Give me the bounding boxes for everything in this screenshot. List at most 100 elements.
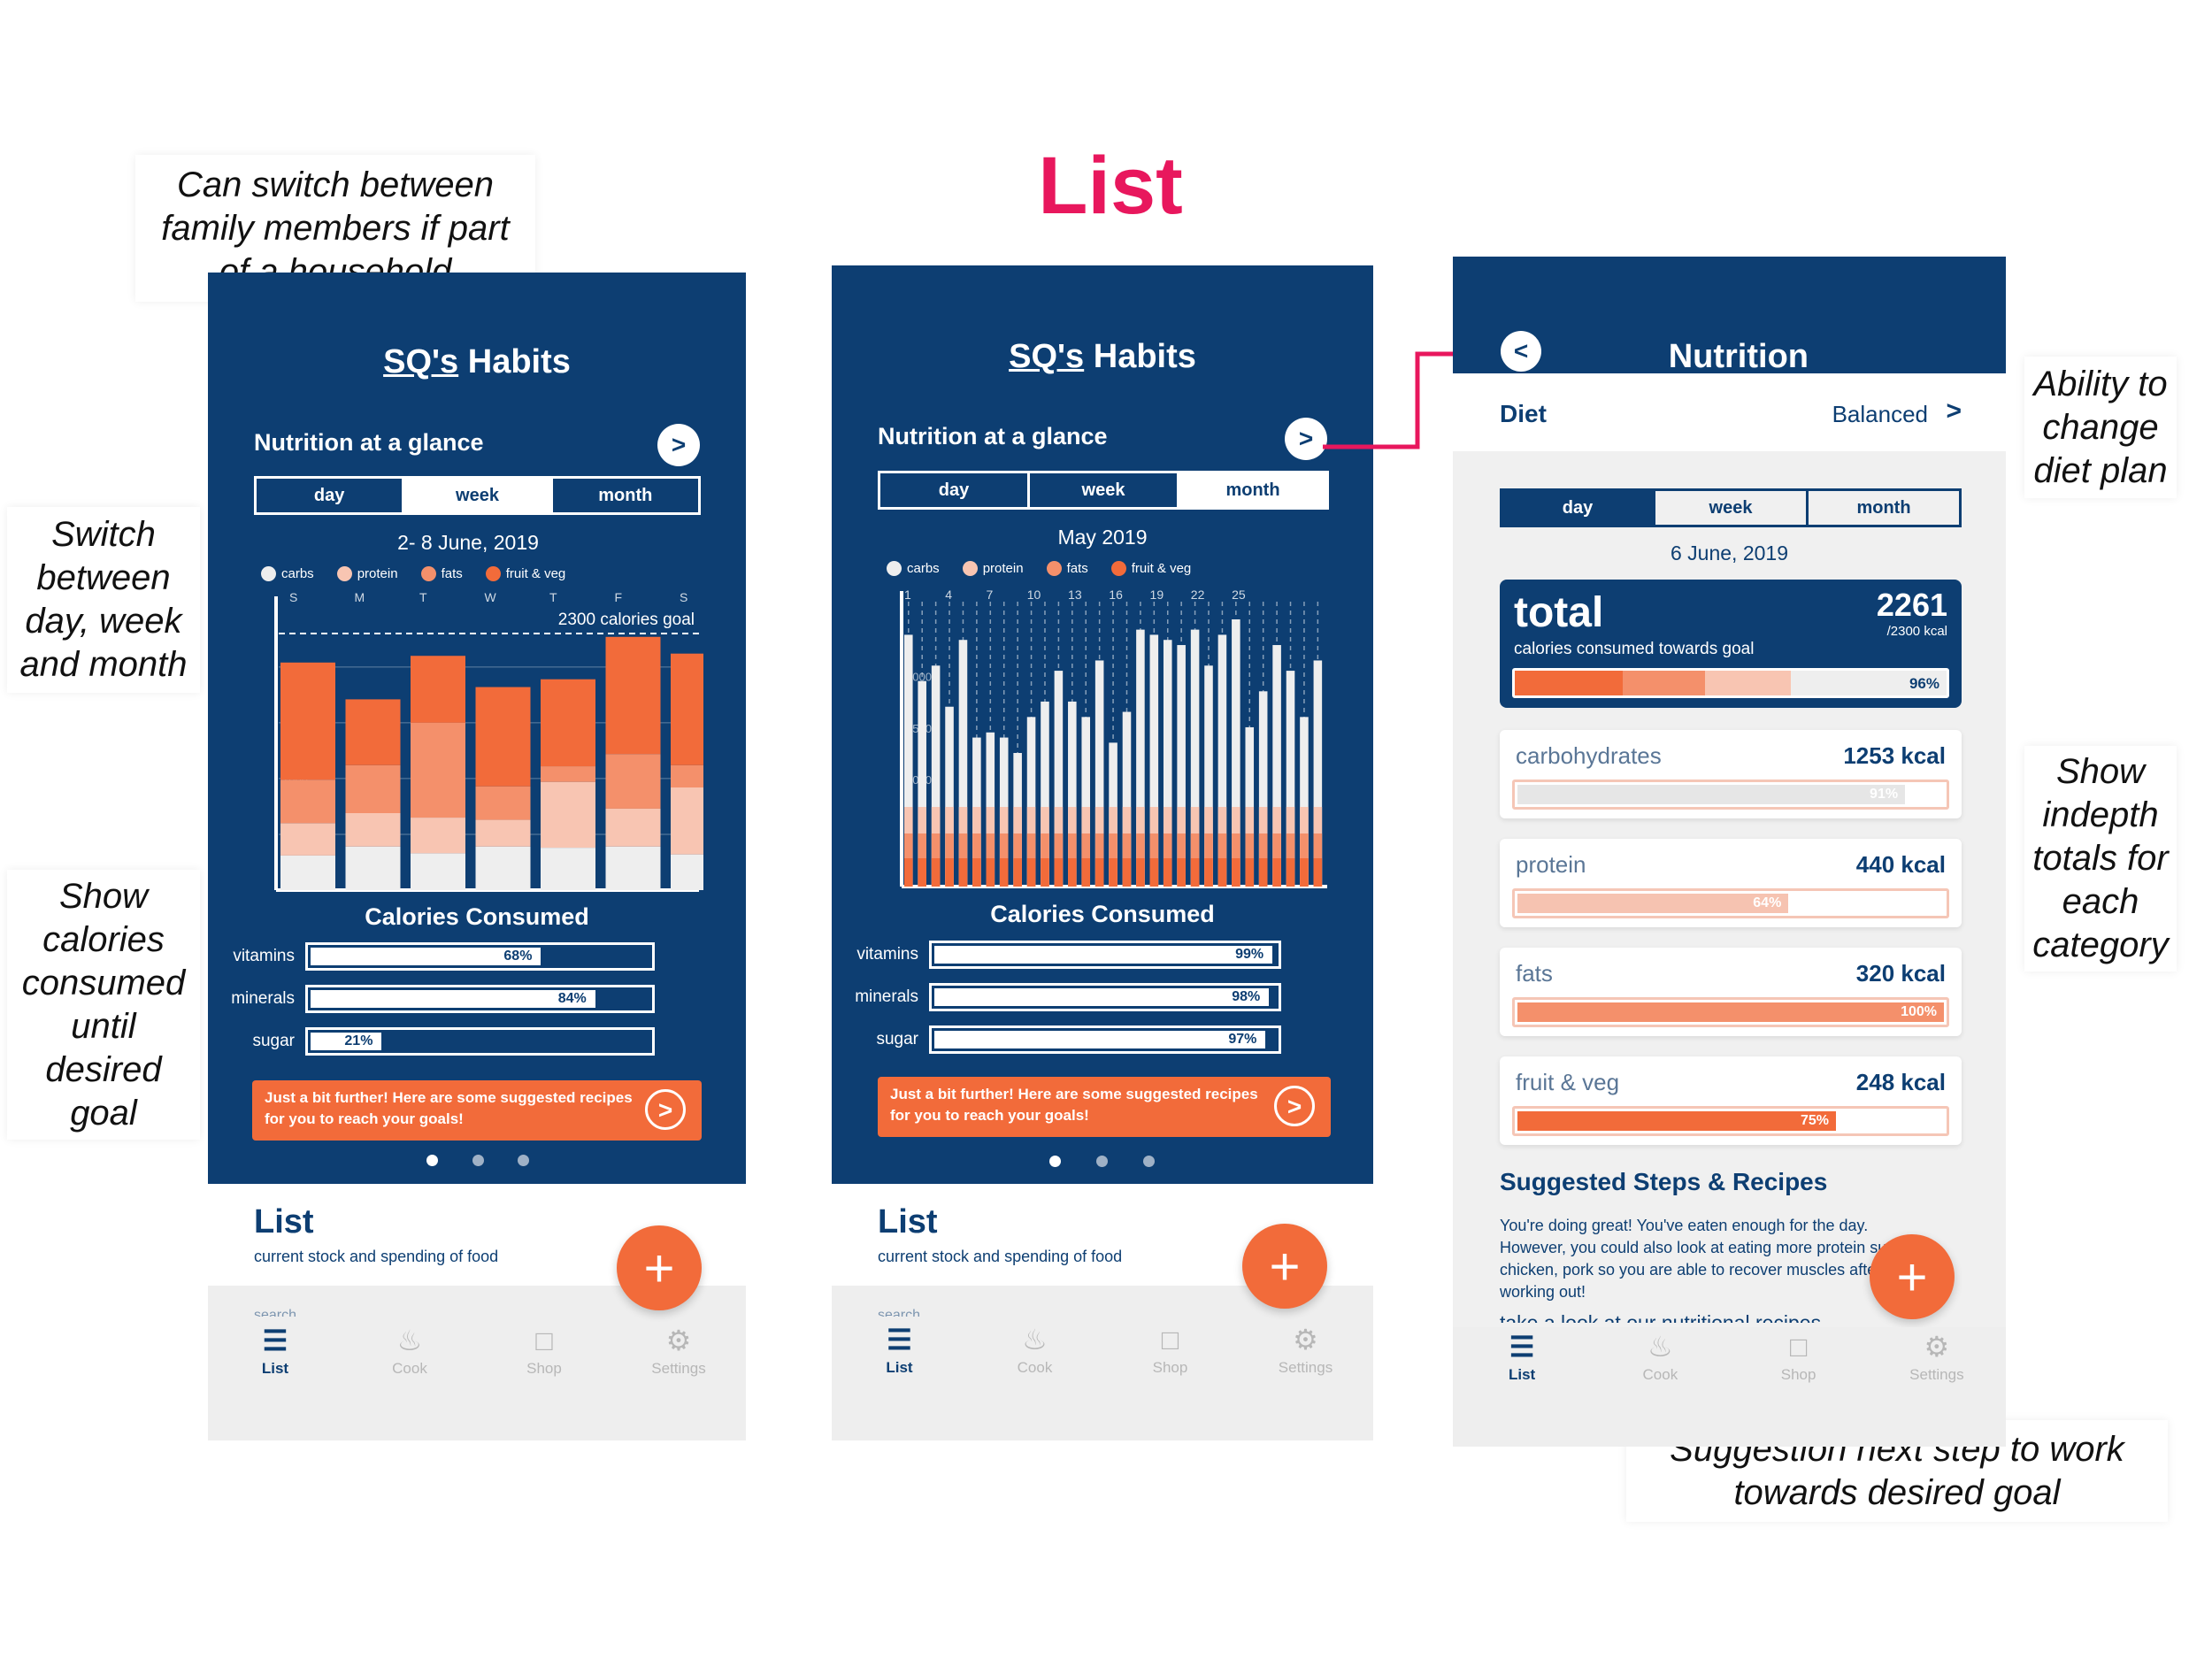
tab-label: Cook [1017,1359,1053,1376]
bottom-tab-bar: ☰ List ♨ Cook □ Shop ⚙ Settings [208,1321,746,1378]
diet-value: Balanced [1832,401,1928,427]
tab-shop[interactable]: □ Shop [477,1321,611,1378]
bar-total [1313,660,1323,887]
x-tick-label: S [289,590,297,604]
bar-fats [475,819,531,847]
diet-row[interactable]: Diet Balanced > [1453,373,2006,451]
category-name: fruit & veg [1516,1069,1620,1095]
page-dot-active[interactable] [1049,1156,1061,1167]
category-value: 1253 kcal [1843,742,1946,769]
chevron-right-icon[interactable]: > [1946,396,1962,426]
search-input[interactable]: search [878,1308,921,1317]
bar-total [1068,701,1077,887]
tab-label: Cook [392,1360,427,1377]
x-tick-label: 22 [1191,588,1205,602]
bar-carbs [671,653,703,765]
bar-carbs [411,656,465,723]
tab-list[interactable]: ☰ List [208,1321,342,1378]
tab-cook[interactable]: ♨ Cook [342,1321,477,1378]
total-subtitle: calories consumed towards goal [1514,640,1755,658]
gear-icon: ⚙ [1924,1331,1950,1363]
range-switch: day week month [1500,488,1962,527]
tab-cook[interactable]: ♨ Cook [967,1320,1102,1377]
habits-title[interactable]: SQ's Habits [383,343,571,380]
bar-fruitveg [1136,858,1145,887]
bar-fruitveg [541,848,595,890]
page-dot-active[interactable] [426,1155,438,1166]
suggest-link[interactable]: take a look at our nutritional recipes [1500,1311,1822,1323]
tab-list[interactable]: ☰ List [1453,1327,1591,1447]
metric-value: 68% [503,949,533,964]
add-button[interactable]: + [617,1225,702,1310]
bar-carbs [280,662,335,780]
chevron-right-icon[interactable]: > [1274,1086,1315,1126]
bar-total [1094,660,1104,887]
bar-fruitveg [1149,858,1159,887]
x-tick-label: T [549,590,557,604]
search-input[interactable]: search [254,1308,297,1317]
add-button[interactable]: + [1242,1224,1327,1309]
bar-fruitveg [931,858,941,887]
bar-fruitveg [1286,858,1295,887]
gear-icon: ⚙ [665,1325,692,1356]
chevron-right-icon[interactable]: > [645,1089,686,1130]
bar-fruitveg [1245,858,1255,887]
metric-bar: 21% [305,1027,655,1056]
chevron-right-icon[interactable]: > [1285,418,1327,460]
x-tick-label: 10 [1027,588,1041,602]
suggestion-banner[interactable]: Just a bit further! Here are some sugges… [878,1077,1331,1137]
range-switch: day week month [254,476,701,515]
x-tick-label: 4 [945,588,952,602]
tab-settings[interactable]: ⚙ Settings [611,1321,746,1378]
range-week[interactable]: week [402,479,550,512]
page-dot[interactable] [1096,1156,1108,1167]
range-day[interactable]: day [313,486,345,505]
suggestion-banner[interactable]: Just a bit further! Here are some sugges… [252,1080,702,1141]
range-day[interactable]: day [938,480,970,500]
category-card[interactable]: carbohydrates 1253 kcal 91% [1500,730,1962,818]
range-month[interactable]: month [1177,473,1326,507]
bar-protein [541,766,595,782]
range-month[interactable]: month [549,479,698,512]
metric-label: sugar [252,1032,295,1050]
metric-fill: 68% [311,948,541,965]
calories-title: Calories Consumed [365,903,589,930]
page-dot[interactable] [518,1155,529,1166]
bar-fruitveg [986,858,995,887]
range-week[interactable]: week [1653,491,1806,525]
tab-settings[interactable]: ⚙ Settings [1868,1327,2006,1447]
range-month[interactable]: month [1806,491,1959,525]
category-card[interactable]: fruit & veg 248 kcal 75% [1500,1056,1962,1145]
tab-shop[interactable]: □ Shop [1102,1320,1238,1377]
bar-fruitveg [1232,858,1240,887]
bar-fruitveg [1258,858,1268,887]
category-card[interactable]: fats 320 kcal 100% [1500,948,1962,1036]
total-card: total 2261 /2300 kcal calories consumed … [1500,580,1962,708]
page-dot[interactable] [472,1155,484,1166]
tab-list[interactable]: ☰ List [832,1320,967,1377]
bar-fruitveg [1068,858,1077,887]
range-day[interactable]: day [1502,491,1653,525]
chevron-right-icon[interactable]: > [657,424,700,466]
calories-title: Calories Consumed [990,901,1215,927]
bar-fruitveg [1081,858,1091,887]
bar-fats [411,818,465,854]
range-week[interactable]: week [1027,473,1177,507]
chevron-left-icon[interactable]: < [1501,331,1541,372]
habits-title[interactable]: SQ's Habits [1009,338,1196,375]
x-tick-label: T [419,590,427,604]
bar-fruitveg [918,858,926,887]
tab-label: List [261,1360,289,1377]
tab-cook[interactable]: ♨ Cook [1591,1327,1729,1447]
annotation-household: Can switch between family members if par… [135,155,535,302]
category-card[interactable]: protein 440 kcal 64% [1500,839,1962,927]
add-button[interactable]: + [1870,1234,1955,1319]
page-dot[interactable] [1143,1156,1155,1167]
bar-fruitveg [958,858,968,887]
tab-settings[interactable]: ⚙ Settings [1238,1320,1373,1377]
metric-label: minerals [855,987,918,1006]
legend-fats: fats [420,566,463,581]
x-tick-label: 25 [1232,588,1246,602]
tab-shop[interactable]: □ Shop [1730,1327,1868,1447]
bar-fruitveg [1109,858,1118,887]
